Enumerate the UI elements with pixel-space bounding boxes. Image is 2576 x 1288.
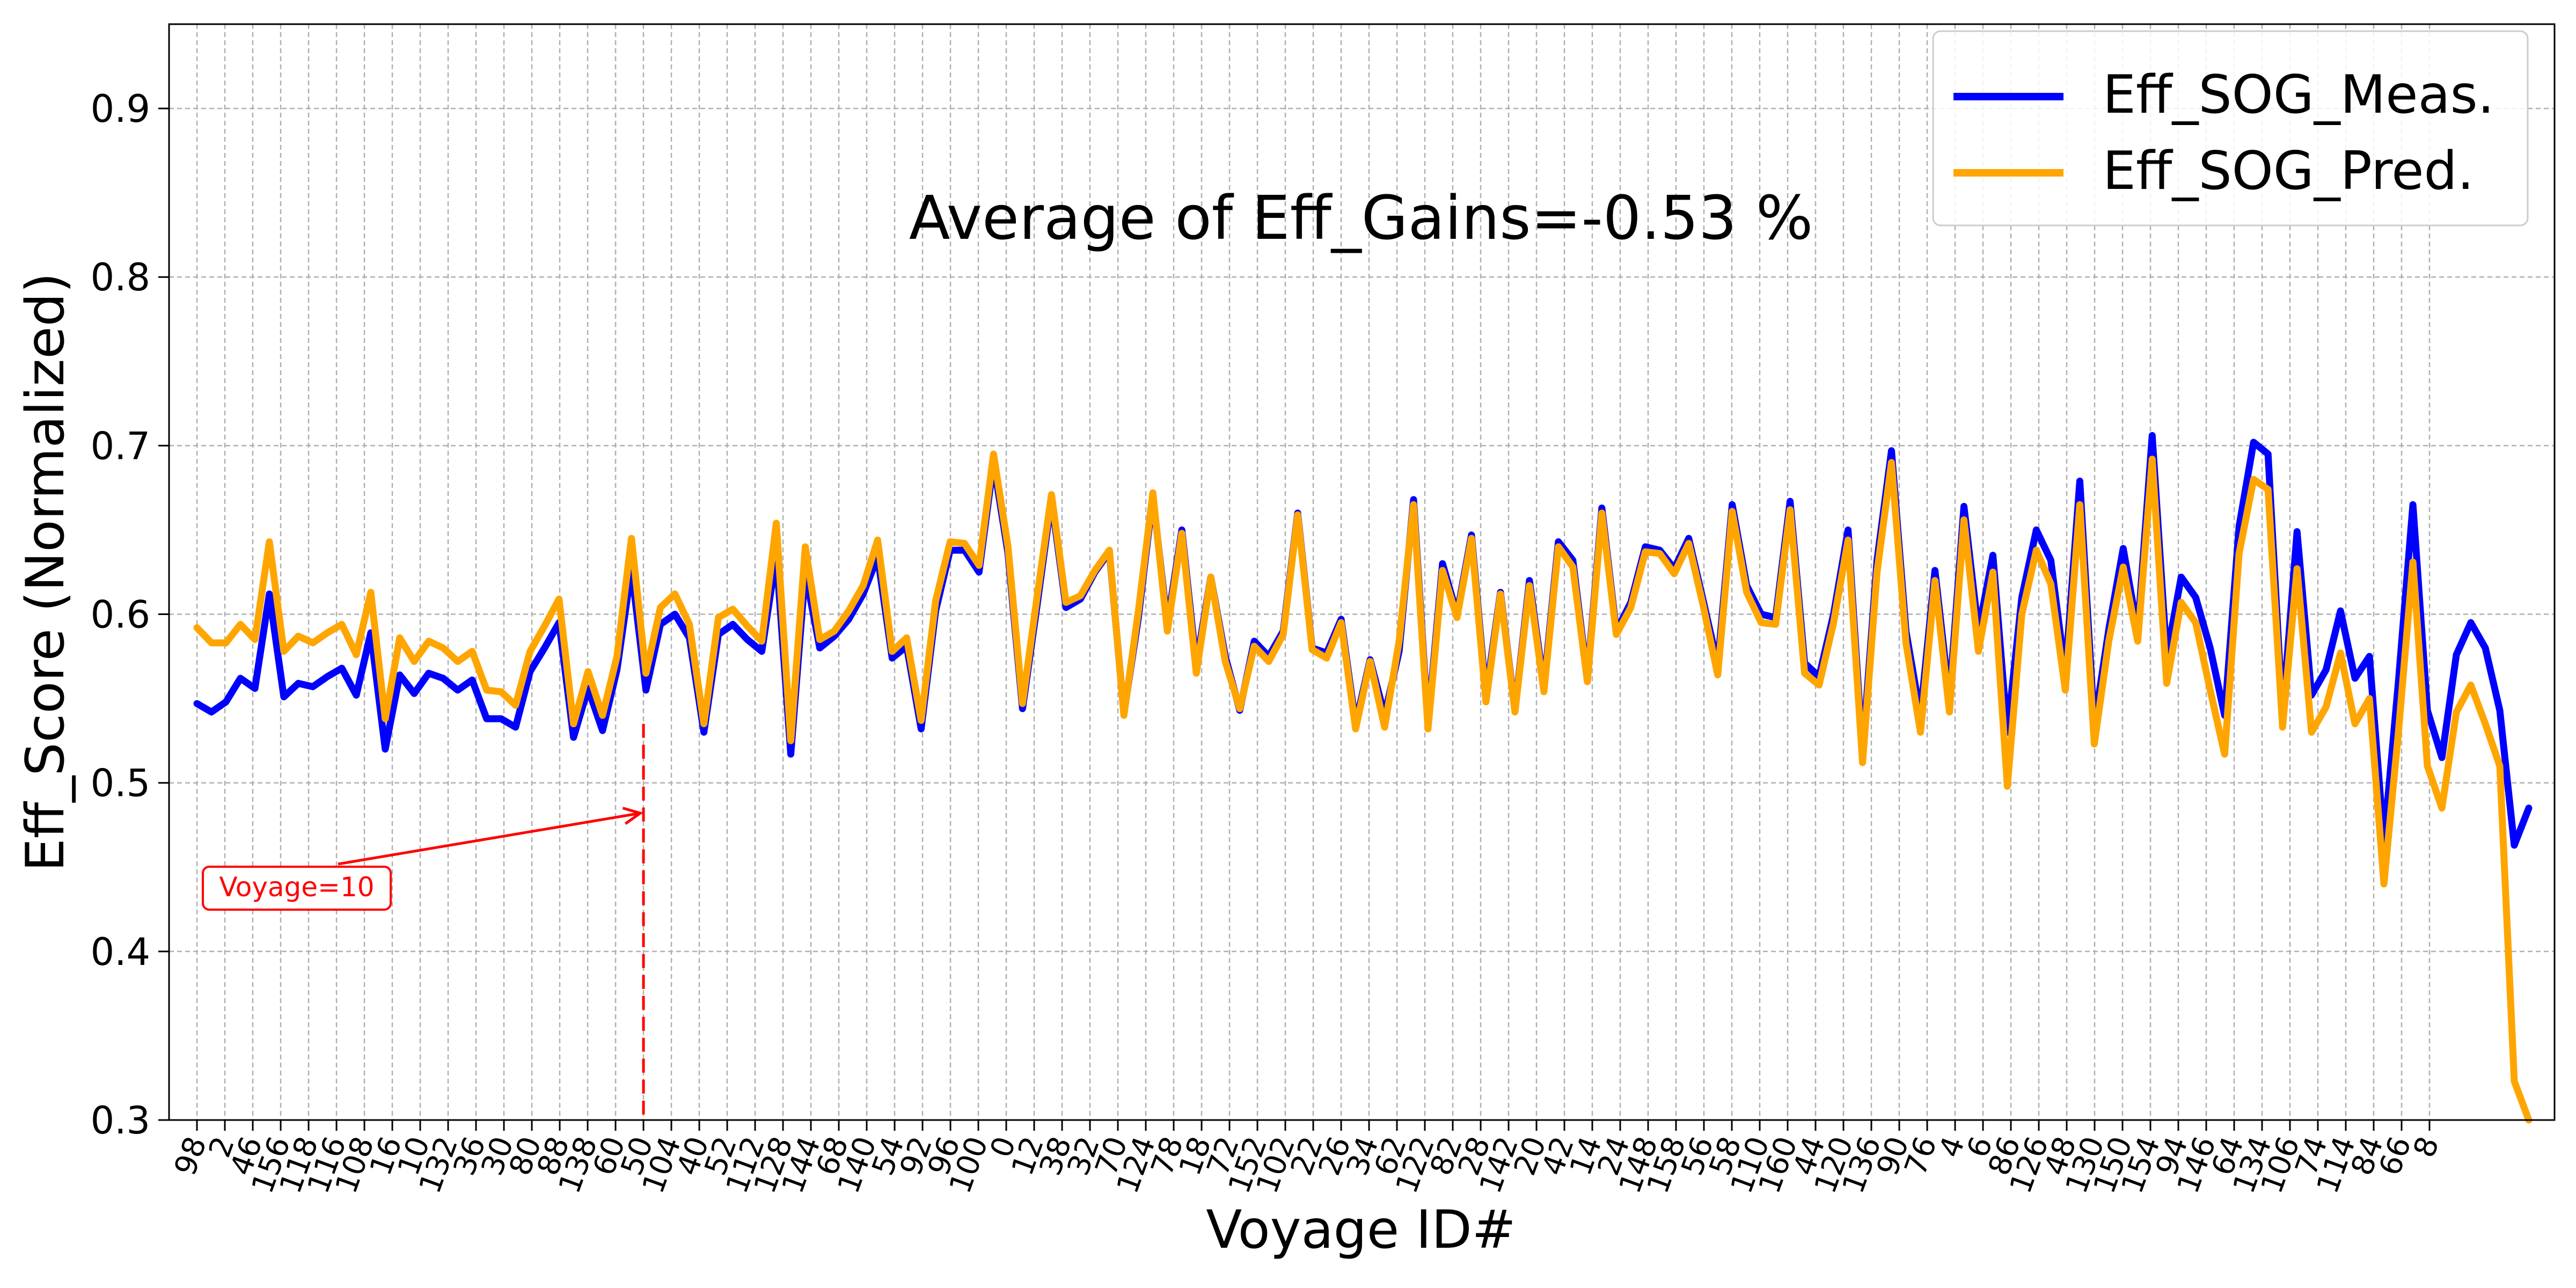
plot-frame <box>168 23 2556 1121</box>
series-layer <box>193 432 2533 1124</box>
marker-arrow <box>338 811 641 866</box>
x-axis-label: Voyage ID# <box>1206 1199 1516 1261</box>
y-tick-label: 0.9 <box>91 87 150 131</box>
x-axis-ticks: 9824615611811610816101323630808813860501… <box>168 1120 2446 1198</box>
y-tick-label: 0.5 <box>91 762 150 806</box>
grid <box>169 24 2555 1121</box>
y-tick-label: 0.3 <box>91 1099 150 1143</box>
y-tick-label: 0.7 <box>91 424 150 468</box>
legend-box <box>1932 30 2529 226</box>
y-tick-label: 0.4 <box>91 930 150 974</box>
legend-label-pred: Eff_SOG_Pred. <box>2103 141 2474 202</box>
y-tick-label: 0.6 <box>91 593 150 637</box>
voyage-marker: Voyage=10 <box>202 723 645 1120</box>
legend: Eff_SOG_Meas. Eff_SOG_Pred. <box>1932 30 2529 226</box>
marker-label-box <box>202 866 392 911</box>
marker-label: Voyage=10 <box>219 872 374 903</box>
y-axis-ticks: 0.3 0.4 0.5 0.6 0.7 0.8 0.9 <box>91 87 169 1143</box>
chart-annotation: Average of Eff_Gains=-0.53 % <box>909 184 1813 253</box>
marker-arrow-head <box>622 807 643 825</box>
y-tick-label: 0.8 <box>91 255 150 299</box>
series-line-pred <box>193 450 2533 1124</box>
legend-label-meas: Eff_SOG_Meas. <box>2103 64 2494 126</box>
y-axis-label: Eff_Score (Normalized) <box>15 273 76 872</box>
